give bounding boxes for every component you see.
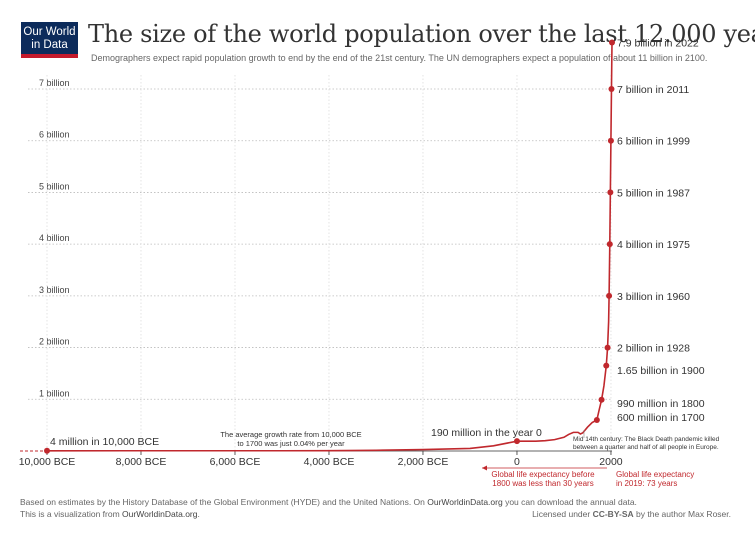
x-tick-label: 0: [514, 456, 520, 468]
population-line: [46, 42, 613, 452]
life-expectancy-before-annotation: 1800 was less than 30 years: [492, 479, 593, 488]
milestone-label: 7.9 billion in 2022: [617, 37, 699, 49]
milestone-point: [608, 86, 615, 92]
milestone-point: [593, 416, 600, 423]
life-expectancy-2019-annotation: Global life expectancy: [616, 470, 694, 479]
x-tick-label: 2,000 BCE: [398, 456, 449, 468]
milestone-point: [607, 137, 614, 144]
x-tick-label: 4,000 BCE: [304, 456, 355, 468]
milestone-label: 990 million in 1800: [617, 398, 705, 410]
milestone-point: [606, 241, 613, 248]
growth-rate-annotation: The average growth rate from 10,000 BCE: [220, 430, 361, 439]
license-link[interactable]: CC-BY-SA: [592, 509, 634, 519]
y-tick-label: 4 billion: [39, 233, 70, 243]
milestone-point: [606, 292, 613, 299]
milestone-label: 190 million in the year 0: [431, 427, 542, 439]
footer-source-text-end: you can download the annual data.: [502, 497, 637, 507]
milestone-label: 1.65 billion in 1900: [617, 365, 705, 377]
footer-source-text: Based on estimates by the History Databa…: [20, 497, 428, 507]
footer-source-link[interactable]: OurWorldinData.org: [427, 497, 503, 507]
footer-visualization: This is a visualization from OurWorldinD…: [20, 509, 200, 519]
license-text-end: by the author Max Roser.: [633, 509, 731, 519]
y-tick-label: 5 billion: [39, 181, 70, 191]
milestone-label: 600 million in 1700: [617, 412, 705, 424]
x-tick-label: 8,000 BCE: [116, 456, 167, 468]
owid-logo: Our World in Data: [21, 22, 78, 58]
x-tick-label: 2000: [599, 456, 623, 468]
milestone-label: 4 million in 10,000 BCE: [50, 436, 159, 448]
milestone-label: 7 billion in 2011: [617, 84, 689, 96]
milestone-point: [513, 438, 520, 445]
footer-vis-link[interactable]: OurWorldinData.org: [122, 509, 198, 519]
y-tick-label: 1 billion: [39, 388, 70, 398]
black-death-annotation: Mid 14th century: The Black Death pandem…: [573, 436, 720, 443]
milestone-label: 5 billion in 1987: [617, 187, 690, 199]
milestone-label: 4 billion in 1975: [617, 239, 690, 251]
footer-license: Licensed under CC-BY-SA by the author Ma…: [532, 509, 731, 519]
footer-source: Based on estimates by the History Databa…: [20, 497, 637, 507]
y-tick-label: 2 billion: [39, 337, 70, 347]
chart-subtitle: Demographers expect rapid population gro…: [91, 53, 708, 63]
footer-vis-text: This is a visualization from: [20, 509, 123, 519]
life-expectancy-2019-annotation: in 2019: 73 years: [616, 479, 677, 488]
footer-vis-text-end: .: [197, 509, 200, 519]
milestone-point: [607, 189, 614, 196]
milestone-point: [603, 362, 610, 369]
logo-line-1: Our World: [23, 26, 76, 38]
y-tick-label: 3 billion: [39, 285, 70, 295]
y-tick-label: 7 billion: [39, 78, 70, 88]
milestone-point: [604, 344, 611, 351]
logo-line-2: in Data: [31, 39, 68, 51]
black-death-annotation: between a quarter and half of all people…: [573, 444, 719, 451]
y-tick-label: 6 billion: [39, 130, 70, 140]
growth-rate-annotation: to 1700 was just 0.04% per year: [237, 439, 345, 448]
milestone-label: 3 billion in 1960: [617, 291, 690, 303]
chart-title: The size of the world population over th…: [88, 20, 755, 48]
milestone-point: [44, 447, 50, 454]
milestone-point: [598, 396, 605, 403]
life-expectancy-before-annotation: Global life expectancy before: [491, 470, 595, 479]
license-text: Licensed under: [532, 509, 593, 519]
milestone-point: [609, 39, 615, 46]
milestone-label: 6 billion in 1999: [617, 136, 690, 148]
x-tick-label: 6,000 BCE: [210, 456, 261, 468]
life-before-arrow: [482, 465, 487, 471]
milestone-label: 2 billion in 1928: [617, 343, 690, 355]
x-tick-label: 10,000 BCE: [19, 456, 76, 468]
